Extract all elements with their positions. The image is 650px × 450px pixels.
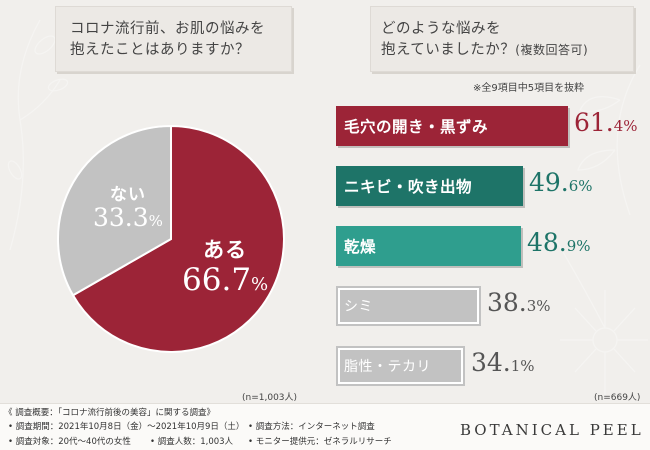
question-box-left: コロナ流行前、お肌の悩みを 抱えたことはありますか？: [55, 6, 292, 72]
question-right-line1: どのような悩みを: [381, 21, 501, 37]
pie-chart: [57, 124, 285, 353]
survey-footer: 《 調査概要：「コロナ流行前後の美容」に関する調査》 • 調査期間：2021年1…: [0, 403, 650, 450]
footer-period: • 調査期間：2021年10月8日（金）〜2021年10月9日（土）: [8, 422, 245, 432]
flower-decoration-left: [7, 19, 69, 251]
question-box-right: どのような悩みを 抱えていましたか？(複数回答可): [370, 6, 634, 72]
pie-label-nai-value: 33.3%: [93, 203, 163, 232]
bar-spots: シミ: [336, 286, 481, 326]
selection-note: ※全9項目中5項目を抜粋: [473, 83, 585, 94]
footer-method: • 調査方法：インターネット調査: [248, 422, 375, 432]
pie-slice-nai: [57, 124, 172, 297]
pie-label-aru-value: 66.7%: [182, 262, 269, 298]
bar-label-dryness: 乾燥: [344, 238, 377, 256]
question-text-left: コロナ流行前、お肌の悩みを 抱えたことはありますか？: [70, 19, 265, 61]
footer-count: • 調査人数：1,003人: [150, 437, 234, 447]
pie-label-nai: ない 33.3%: [93, 180, 163, 232]
question-right-line2-small: (複数回答可): [515, 43, 589, 57]
leaf-decoration-top: [577, 64, 641, 216]
bar-value-spots: 38.3%: [487, 288, 551, 317]
footer-provider: • モニター提供元：ゼネラルリサーチ: [248, 437, 392, 447]
footer-title: 《 調査概要：「コロナ流行前後の美容」に関する調査》: [4, 408, 215, 418]
question-text-right: どのような悩みを 抱えていましたか？(複数回答可): [381, 19, 588, 61]
brand-logo: BOTANICAL PEEL: [460, 421, 644, 439]
question-left-line2: 抱えたことはありますか？: [70, 42, 250, 58]
bar-oily: 脂性・テカリ: [336, 346, 465, 386]
flower-decoration-right: [549, 229, 648, 395]
question-left-line1: コロナ流行前、お肌の悩みを: [70, 21, 265, 37]
footer-target: • 調査対象：20代〜40代の女性: [8, 437, 131, 447]
pie-label-aru-name: ある: [203, 238, 248, 262]
bar-dryness: 乾燥: [336, 226, 521, 266]
bar-label-acne: ニキビ・吹き出物: [344, 178, 473, 196]
pie-slice-aru: [71, 124, 285, 353]
bar-acne: ニキビ・吹き出物: [336, 166, 523, 206]
bar-sample-size: (n=669人): [594, 393, 641, 403]
bar-label-oily: 脂性・テカリ: [344, 359, 431, 375]
pie-chart-svg: [57, 124, 285, 353]
bar-value-pores: 61.4%: [574, 108, 638, 137]
pie-label-nai-name: ない: [109, 185, 146, 205]
bar-value-dryness: 48.9%: [527, 228, 591, 257]
bar-value-oily: 34.1%: [471, 348, 535, 377]
bar-label-pores: 毛穴の開き・黒ずみ: [344, 118, 489, 136]
question-right-line2: 抱えていましたか？: [381, 42, 516, 58]
bar-pores: 毛穴の開き・黒ずみ: [336, 106, 568, 146]
pie-label-aru: ある 66.7%: [182, 234, 268, 298]
pie-sample-size: (n=1,003人): [242, 393, 298, 403]
bar-label-spots: シミ: [344, 299, 373, 315]
bar-value-acne: 49.6%: [529, 168, 593, 197]
